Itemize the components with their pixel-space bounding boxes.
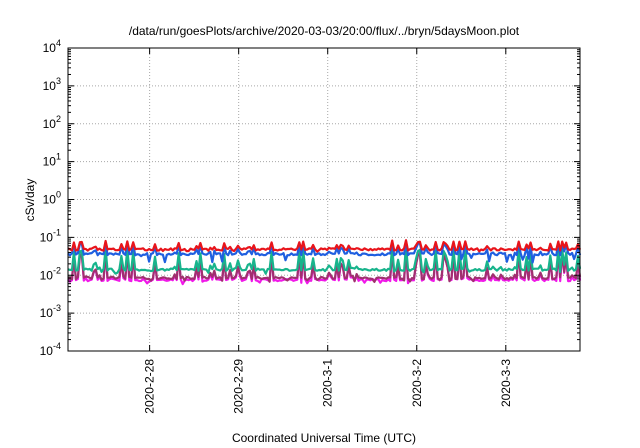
x-tick-label: 2020-3-2 <box>410 359 424 407</box>
x-tick-label: 2020-3-1 <box>321 359 335 407</box>
grid <box>68 48 580 351</box>
y-tick-label: 103 <box>43 76 61 93</box>
axis-ticks: 10-4 10-3 10-2 10-1 100 101 102 103 104 2020-2-28… <box>40 38 580 414</box>
chart-title: /data/run/goesPlots/archive/2020-03-03/2… <box>129 24 520 38</box>
y-tick-label: 104 <box>43 38 61 55</box>
y-tick-label: 10-1 <box>40 227 61 244</box>
y-tick-label: 10-4 <box>40 341 61 358</box>
x-tick-label: 2020-2-28 <box>143 359 157 414</box>
y-tick-label: 101 <box>43 152 61 169</box>
series-line <box>67 248 582 283</box>
x-tick-label: 2020-2-29 <box>232 359 246 414</box>
y-axis-label: cSv/day <box>23 179 37 222</box>
series-line <box>67 239 582 253</box>
y-tick-label: 10-3 <box>40 303 61 320</box>
series-line <box>67 245 582 275</box>
y-tick-label: 10-2 <box>40 265 61 282</box>
y-tick-label: 102 <box>43 114 61 131</box>
series-line <box>67 240 582 264</box>
y-tick-label: 100 <box>43 190 61 207</box>
x-axis-label: Coordinated Universal Time (UTC) <box>232 431 416 445</box>
x-tick-label: 2020-3-3 <box>499 359 513 407</box>
series-group <box>67 239 582 286</box>
